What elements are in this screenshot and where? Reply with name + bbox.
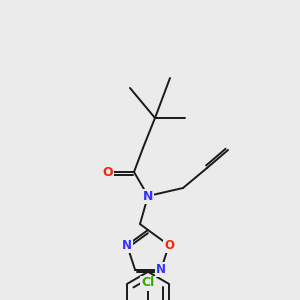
Text: N: N bbox=[156, 263, 166, 276]
Text: N: N bbox=[122, 239, 132, 252]
Text: Cl: Cl bbox=[141, 277, 154, 290]
Text: O: O bbox=[164, 239, 174, 252]
Text: N: N bbox=[143, 190, 153, 202]
Text: O: O bbox=[103, 166, 113, 178]
